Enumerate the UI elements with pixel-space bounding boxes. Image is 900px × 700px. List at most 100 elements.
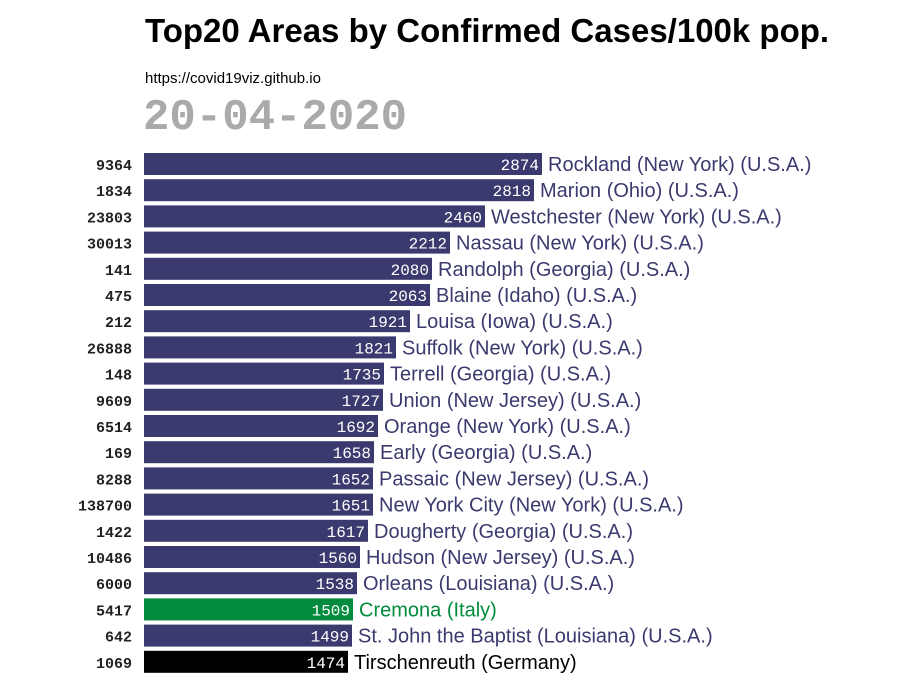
- area-name-label: Orleans (Louisiana) (U.S.A.): [363, 573, 614, 595]
- population-label: 1069: [96, 656, 132, 673]
- source-url: https://covid19viz.github.io: [145, 70, 321, 87]
- area-name-label: Nassau (New York) (U.S.A.): [456, 233, 704, 255]
- area-name-label: Union (New Jersey) (U.S.A.): [389, 390, 641, 412]
- bar: [144, 205, 485, 228]
- area-name-label: Early (Georgia) (U.S.A.): [380, 442, 592, 464]
- population-label: 475: [105, 289, 132, 306]
- population-label: 1834: [96, 184, 132, 201]
- bar-row: 5417 1509 Cremona (Italy): [96, 598, 497, 621]
- population-label: 212: [105, 315, 132, 332]
- bar-value-label: 2063: [389, 288, 427, 306]
- bar: [144, 362, 384, 385]
- area-name-label: Blaine (Idaho) (U.S.A.): [436, 285, 637, 307]
- population-label: 23803: [87, 210, 132, 227]
- population-label: 9364: [96, 158, 132, 175]
- area-name-label: Dougherty (Georgia) (U.S.A.): [374, 521, 633, 543]
- bar-row: 212 1921 Louisa (Iowa) (U.S.A.): [105, 310, 613, 333]
- date-label: 20-04-2020: [143, 93, 408, 143]
- bar: [144, 546, 360, 568]
- population-label: 30013: [87, 237, 132, 254]
- bar-row: 6514 1692 Orange (New York) (U.S.A.): [96, 415, 631, 438]
- bar: [144, 467, 373, 490]
- population-label: 5417: [96, 603, 132, 620]
- bar-row: 1834 2818 Marion (Ohio) (U.S.A.): [96, 179, 739, 202]
- bar: [144, 336, 396, 359]
- area-name-label: Orange (New York) (U.S.A.): [384, 416, 631, 438]
- bar: [144, 388, 383, 411]
- bar-value-label: 1538: [316, 576, 354, 594]
- bar-value-label: 1560: [319, 550, 357, 568]
- bar: [144, 519, 368, 542]
- bar-row: 141 2080 Randolph (Georgia) (U.S.A.): [105, 257, 690, 281]
- population-label: 6514: [96, 420, 132, 437]
- bar-row: 9364 2874 Rockland (New York) (U.S.A.): [96, 153, 811, 176]
- bar-row: 9609 1727 Union (New Jersey) (U.S.A.): [96, 388, 641, 412]
- bar-row: 169 1658 Early (Georgia) (U.S.A.): [105, 441, 592, 464]
- bar: [144, 572, 357, 595]
- chart-title: Top20 Areas by Confirmed Cases/100k pop.: [145, 12, 830, 49]
- bar-value-label: 1651: [332, 498, 370, 516]
- bar-row: 1422 1617 Dougherty (Georgia) (U.S.A.): [96, 519, 633, 543]
- bar: [144, 415, 378, 437]
- bar-row: 148 1735 Terrell (Georgia) (U.S.A.): [105, 362, 611, 386]
- area-name-label: Hudson (New Jersey) (U.S.A.): [366, 547, 635, 569]
- area-name-label: Rockland (New York) (U.S.A.): [548, 154, 811, 176]
- area-name-label: Passaic (New Jersey) (U.S.A.): [379, 468, 649, 490]
- bar-value-label: 1474: [307, 655, 345, 673]
- bar-value-label: 2080: [391, 262, 429, 280]
- bar: [144, 624, 352, 647]
- bar-row: 26888 1821 Suffolk (New York) (U.S.A.): [87, 336, 643, 359]
- bar-value-label: 1499: [311, 629, 349, 647]
- bar-row: 6000 1538 Orleans (Louisiana) (U.S.A.): [96, 572, 614, 595]
- area-name-label: Westchester (New York) (U.S.A.): [491, 206, 782, 228]
- bar: [144, 153, 542, 175]
- population-label: 642: [105, 630, 132, 647]
- area-name-label: New York City (New York) (U.S.A.): [379, 495, 684, 517]
- bar: [144, 257, 432, 280]
- area-name-label: St. John the Baptist (Louisiana) (U.S.A.…: [358, 626, 713, 648]
- bar-value-label: 2212: [409, 236, 447, 254]
- population-label: 1422: [96, 525, 132, 542]
- bar-row: 642 1499 St. John the Baptist (Louisiana) …: [105, 624, 713, 648]
- bar-value-label: 1735: [343, 367, 381, 385]
- bar-value-label: 2874: [501, 157, 539, 175]
- population-label: 148: [105, 368, 132, 385]
- area-name-label: Louisa (Iowa) (U.S.A.): [416, 311, 613, 333]
- bar-row: 30013 2212 Nassau (New York) (U.S.A.): [87, 231, 704, 255]
- area-name-label: Cremona (Italy): [359, 599, 497, 621]
- bar: [144, 650, 348, 673]
- population-label: 10486: [87, 551, 132, 568]
- bar-value-label: 1921: [369, 314, 407, 332]
- population-label: 6000: [96, 577, 132, 594]
- population-label: 141: [105, 263, 132, 280]
- population-label: 138700: [78, 499, 132, 516]
- bar: [144, 598, 353, 621]
- bar: [144, 310, 410, 333]
- bar-value-label: 1617: [327, 524, 365, 542]
- bar: [144, 231, 450, 254]
- population-label: 169: [105, 446, 132, 463]
- bar: [144, 284, 430, 306]
- bar-row: 23803 2460 Westchester (New York) (U.S.A.): [87, 205, 782, 228]
- bar-value-label: 2818: [493, 183, 531, 201]
- area-name-label: Tirschenreuth (Germany): [354, 652, 577, 674]
- area-name-label: Marion (Ohio) (U.S.A.): [540, 180, 739, 202]
- population-label: 26888: [87, 341, 132, 358]
- bar-value-label: 1821: [355, 340, 393, 358]
- bar-row: 10486 1560 Hudson (New Jersey) (U.S.A.): [87, 546, 635, 569]
- bar-row: 138700 1651 New York City (New York) (U.S.…: [78, 493, 684, 517]
- bar-row: 8288 1652 Passaic (New Jersey) (U.S.A.): [96, 467, 649, 490]
- bar: [144, 493, 373, 516]
- population-label: 9609: [96, 394, 132, 411]
- bar-value-label: 1727: [342, 393, 380, 411]
- bar-value-label: 2460: [444, 209, 482, 227]
- area-name-label: Suffolk (New York) (U.S.A.): [402, 337, 643, 359]
- bar-value-label: 1658: [333, 445, 371, 463]
- population-label: 8288: [96, 472, 132, 489]
- area-name-label: Randolph (Georgia) (U.S.A.): [438, 259, 690, 281]
- bar-value-label: 1509: [312, 602, 350, 620]
- bar-row: 1069 1474 Tirschenreuth (Germany): [96, 650, 577, 674]
- bar: [144, 179, 534, 202]
- bar-value-label: 1652: [332, 471, 370, 489]
